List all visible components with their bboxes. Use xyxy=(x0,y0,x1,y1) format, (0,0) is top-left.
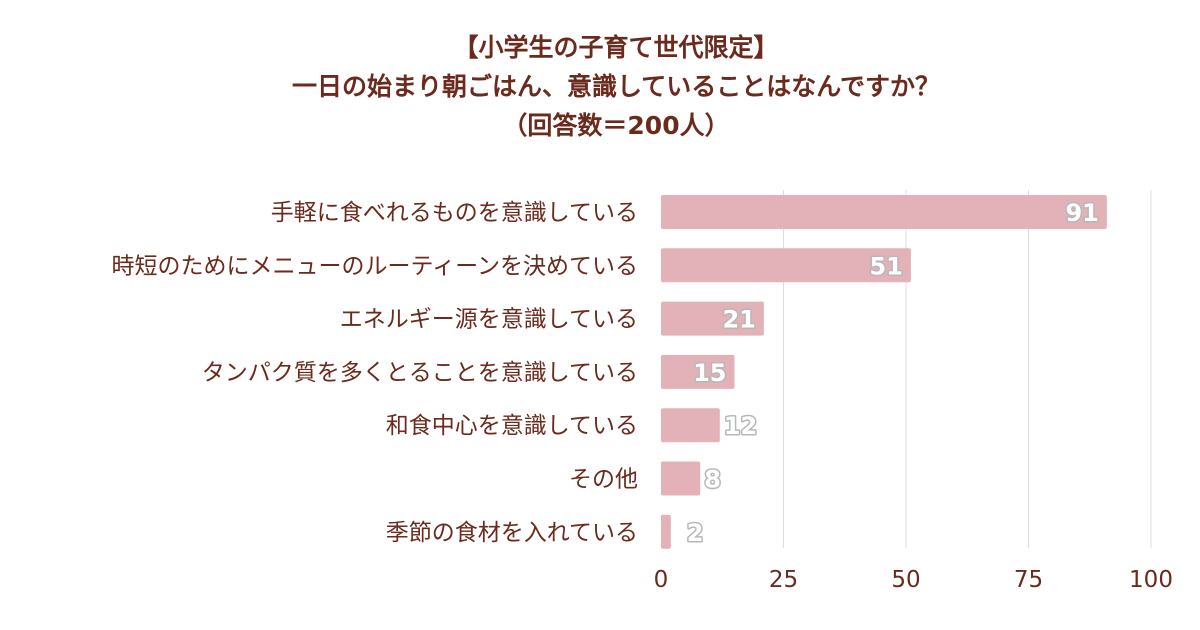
value-label-5: 12 xyxy=(724,412,757,440)
bar-3 xyxy=(661,301,764,336)
x-tick-label-100: 100 xyxy=(1129,567,1173,593)
category-label-1: 手軽に食べれるものを意識している xyxy=(271,200,638,226)
category-label-5: 和食中心を意識している xyxy=(386,413,638,439)
x-tick-label-0: 0 xyxy=(654,567,669,593)
category-label-2: 時短のためにメニューのルーティーンを決めている xyxy=(112,253,638,279)
category-label-7: 季節の食材を入れている xyxy=(386,520,638,546)
bar-1 xyxy=(661,195,1107,229)
x-tick-label-75: 75 xyxy=(1014,567,1043,593)
x-tick-label-25: 25 xyxy=(769,567,798,593)
value-label-6: 8 xyxy=(704,466,721,494)
bar-5 xyxy=(661,408,720,443)
chart-title-line-2: 一日の始まり朝ごはん、意識していることはなんですか？ xyxy=(291,72,940,101)
value-label-3: 21 xyxy=(722,306,755,334)
value-label-1: 91 xyxy=(1065,199,1098,227)
chart-title-line-3: （回答数＝200人） xyxy=(502,111,730,140)
bar-7 xyxy=(661,514,671,549)
chart-title-line-1: 【小学生の子育て世代限定】 xyxy=(453,33,779,62)
value-label-4: 15 xyxy=(693,359,726,387)
value-label-7: 2 xyxy=(687,519,704,547)
chart-title: 【小学生の子育て世代限定】 一日の始まり朝ごはん、意識していることはなんですか？… xyxy=(0,28,1200,145)
category-label-6: その他 xyxy=(569,467,638,493)
bar-6 xyxy=(661,461,701,496)
category-label-4: タンパク質を多くとることを意識している xyxy=(202,360,638,386)
value-label-2: 51 xyxy=(869,252,902,280)
category-label-3: エネルギー源を意識している xyxy=(340,307,638,333)
bar-2 xyxy=(661,248,911,283)
bar-4 xyxy=(661,354,735,389)
x-tick-label-50: 50 xyxy=(891,567,920,593)
